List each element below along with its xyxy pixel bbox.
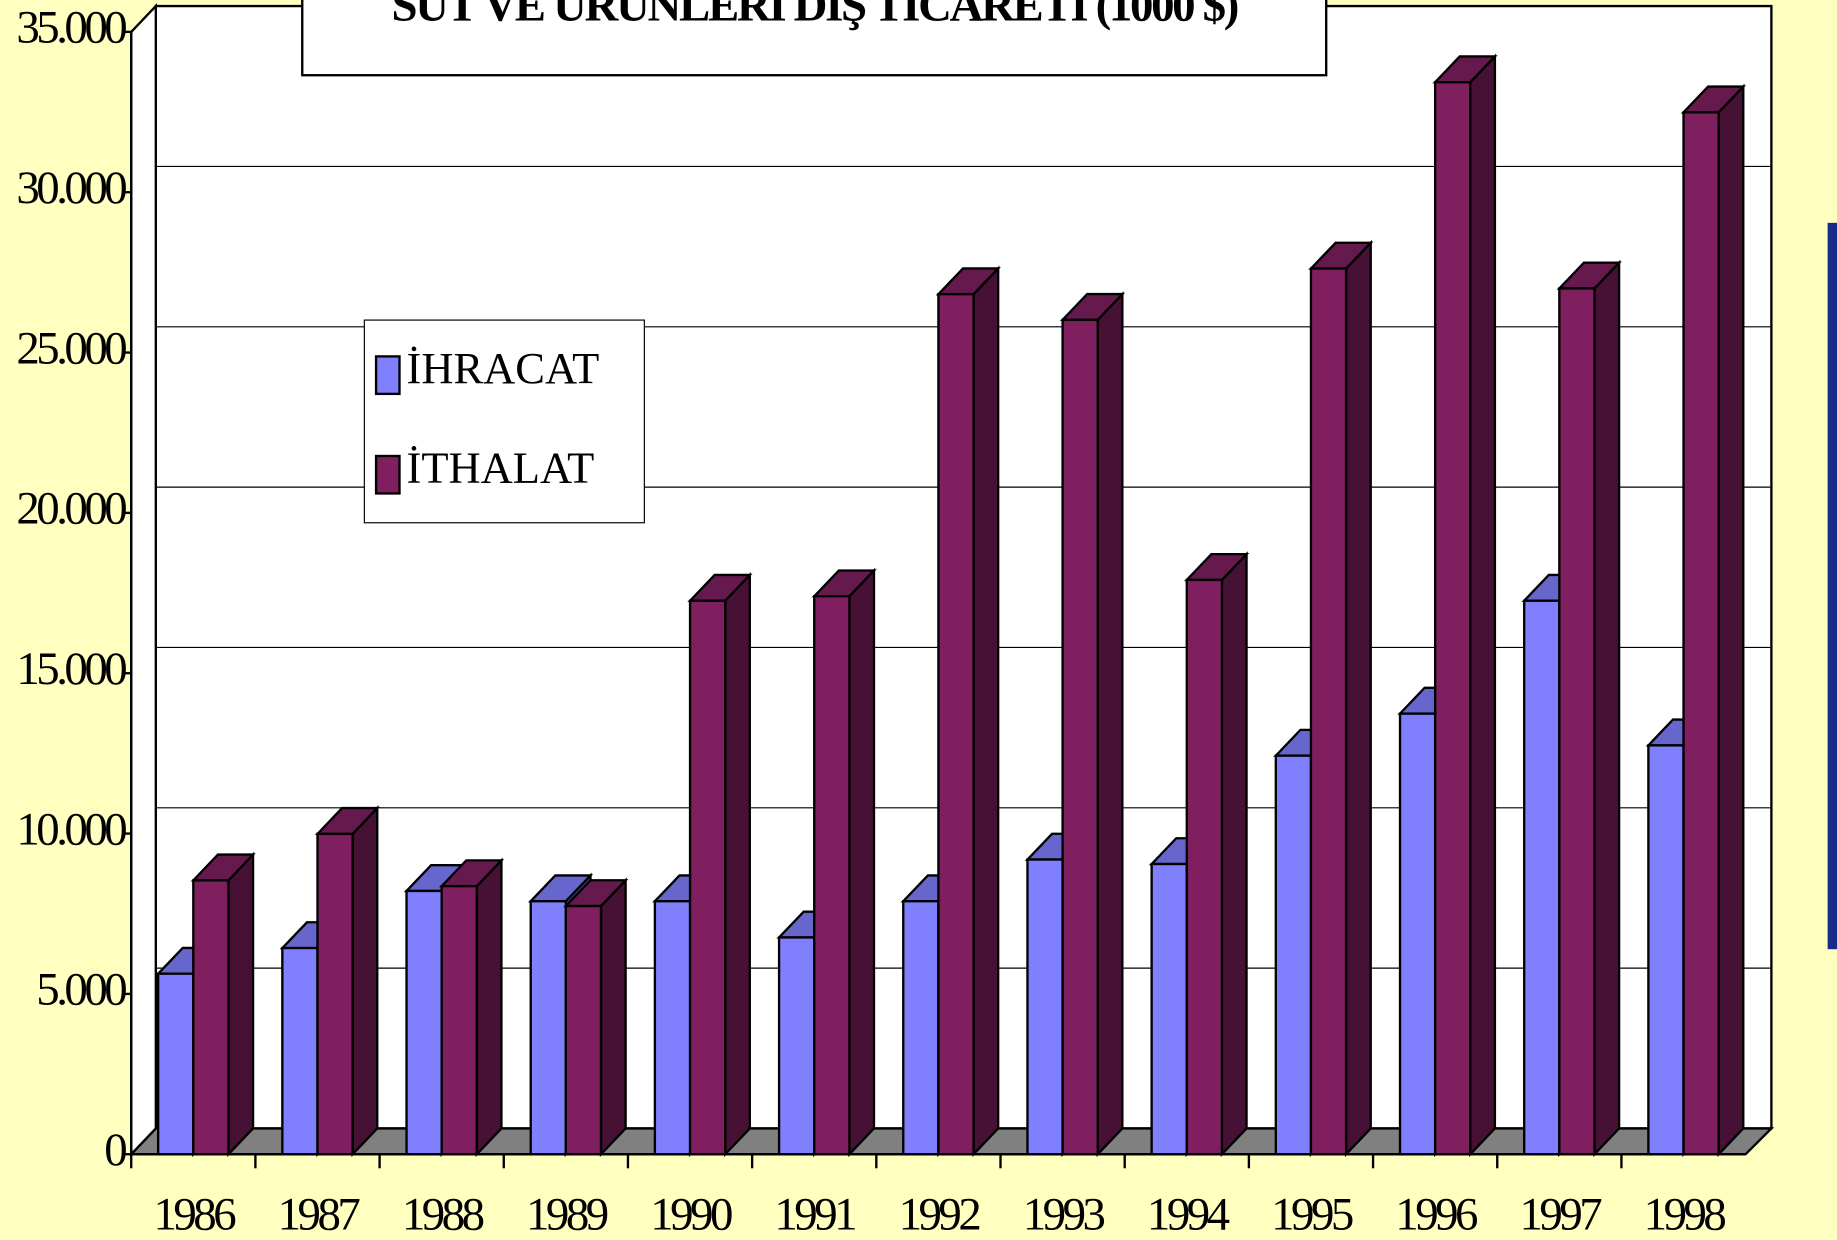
chart: SÜT VE ÜRÜNLERİ DIŞ TİCARETİ (1000 $) İH… [0,0,1837,1240]
bar-side [1346,243,1371,1154]
legend-label: İHRACAT [407,343,600,393]
chart-title: SÜT VE ÜRÜNLERİ DIŞ TİCARETİ (1000 $) [391,0,1237,31]
bar [193,855,253,1155]
bar-front [282,948,317,1154]
bar-side [601,880,626,1154]
y-tick-label: 0 [104,1124,126,1176]
bar-front [158,974,193,1155]
x-tick-label: 1990 [650,1188,732,1240]
side-wall [131,6,156,1154]
bar-front [938,294,973,1154]
x-tick-label: 1996 [1395,1188,1478,1240]
legend-label: İTHALAT [407,443,595,493]
bar-front [193,880,228,1154]
y-tick-label: 30.000 [16,162,126,214]
bar-side [725,575,750,1154]
bar-front [566,906,601,1154]
bar [1435,56,1495,1154]
x-tick-label: 1989 [526,1188,608,1240]
legend-swatch [376,456,399,493]
bar-side [353,808,378,1154]
y-tick-label: 35.000 [16,2,126,54]
bar-front [1187,580,1222,1154]
bar-front [1400,714,1435,1155]
bar-side [477,860,502,1154]
bar-front [442,886,477,1154]
bar-side [1098,294,1123,1154]
bar [938,268,998,1154]
x-tick-label: 1995 [1271,1188,1353,1240]
x-tick-label: 1997 [1520,1188,1603,1240]
x-tick-label: 1987 [278,1188,361,1240]
bar-front [1027,860,1062,1155]
bar [814,570,874,1154]
bar-front [655,901,690,1154]
bar [317,808,377,1154]
bar-side [1719,87,1744,1155]
bar-front [407,891,442,1154]
bar-front [1276,756,1311,1155]
bar-front [1152,864,1187,1154]
y-tick-label: 20.000 [16,483,126,535]
bar [566,880,626,1154]
bar-side [1470,56,1495,1154]
bar [1187,554,1247,1154]
bar-side [1222,554,1247,1154]
bar-side [1594,263,1619,1155]
edge-strip [1828,223,1837,949]
x-tick-label: 1991 [774,1188,855,1240]
x-tick-label: 1993 [1023,1188,1105,1240]
bar [1559,263,1619,1155]
bar [1063,294,1123,1154]
bar-front [690,601,725,1154]
bar [442,860,502,1154]
y-tick-label: 15.000 [16,643,126,695]
bar-front [1524,601,1559,1154]
bar-front [1311,269,1346,1155]
bar-front [317,834,352,1154]
bar-side [849,570,874,1154]
x-tick-label: 1992 [899,1188,980,1240]
y-tick-label: 25.000 [16,322,126,374]
bar [690,575,750,1154]
legend-swatch [376,356,399,393]
x-tick-label: 1988 [402,1188,484,1240]
x-tick-label: 1998 [1644,1188,1726,1240]
bar-front [903,901,938,1154]
bar-front [779,937,814,1154]
bar-front [814,596,849,1154]
y-tick-label: 5.000 [36,964,126,1016]
x-tick-label: 1986 [153,1188,236,1240]
bar [1684,87,1744,1155]
bar-front [1435,82,1470,1154]
y-tick-label: 10.000 [16,803,126,855]
bar-front [1684,112,1719,1154]
bar-side [228,855,253,1155]
bar [1311,243,1371,1154]
bar-front [531,901,566,1154]
bar-front [1648,745,1683,1154]
bar-front [1559,288,1594,1154]
bar-front [1063,320,1098,1154]
x-tick-label: 1994 [1147,1188,1230,1240]
bar-side [974,268,999,1154]
